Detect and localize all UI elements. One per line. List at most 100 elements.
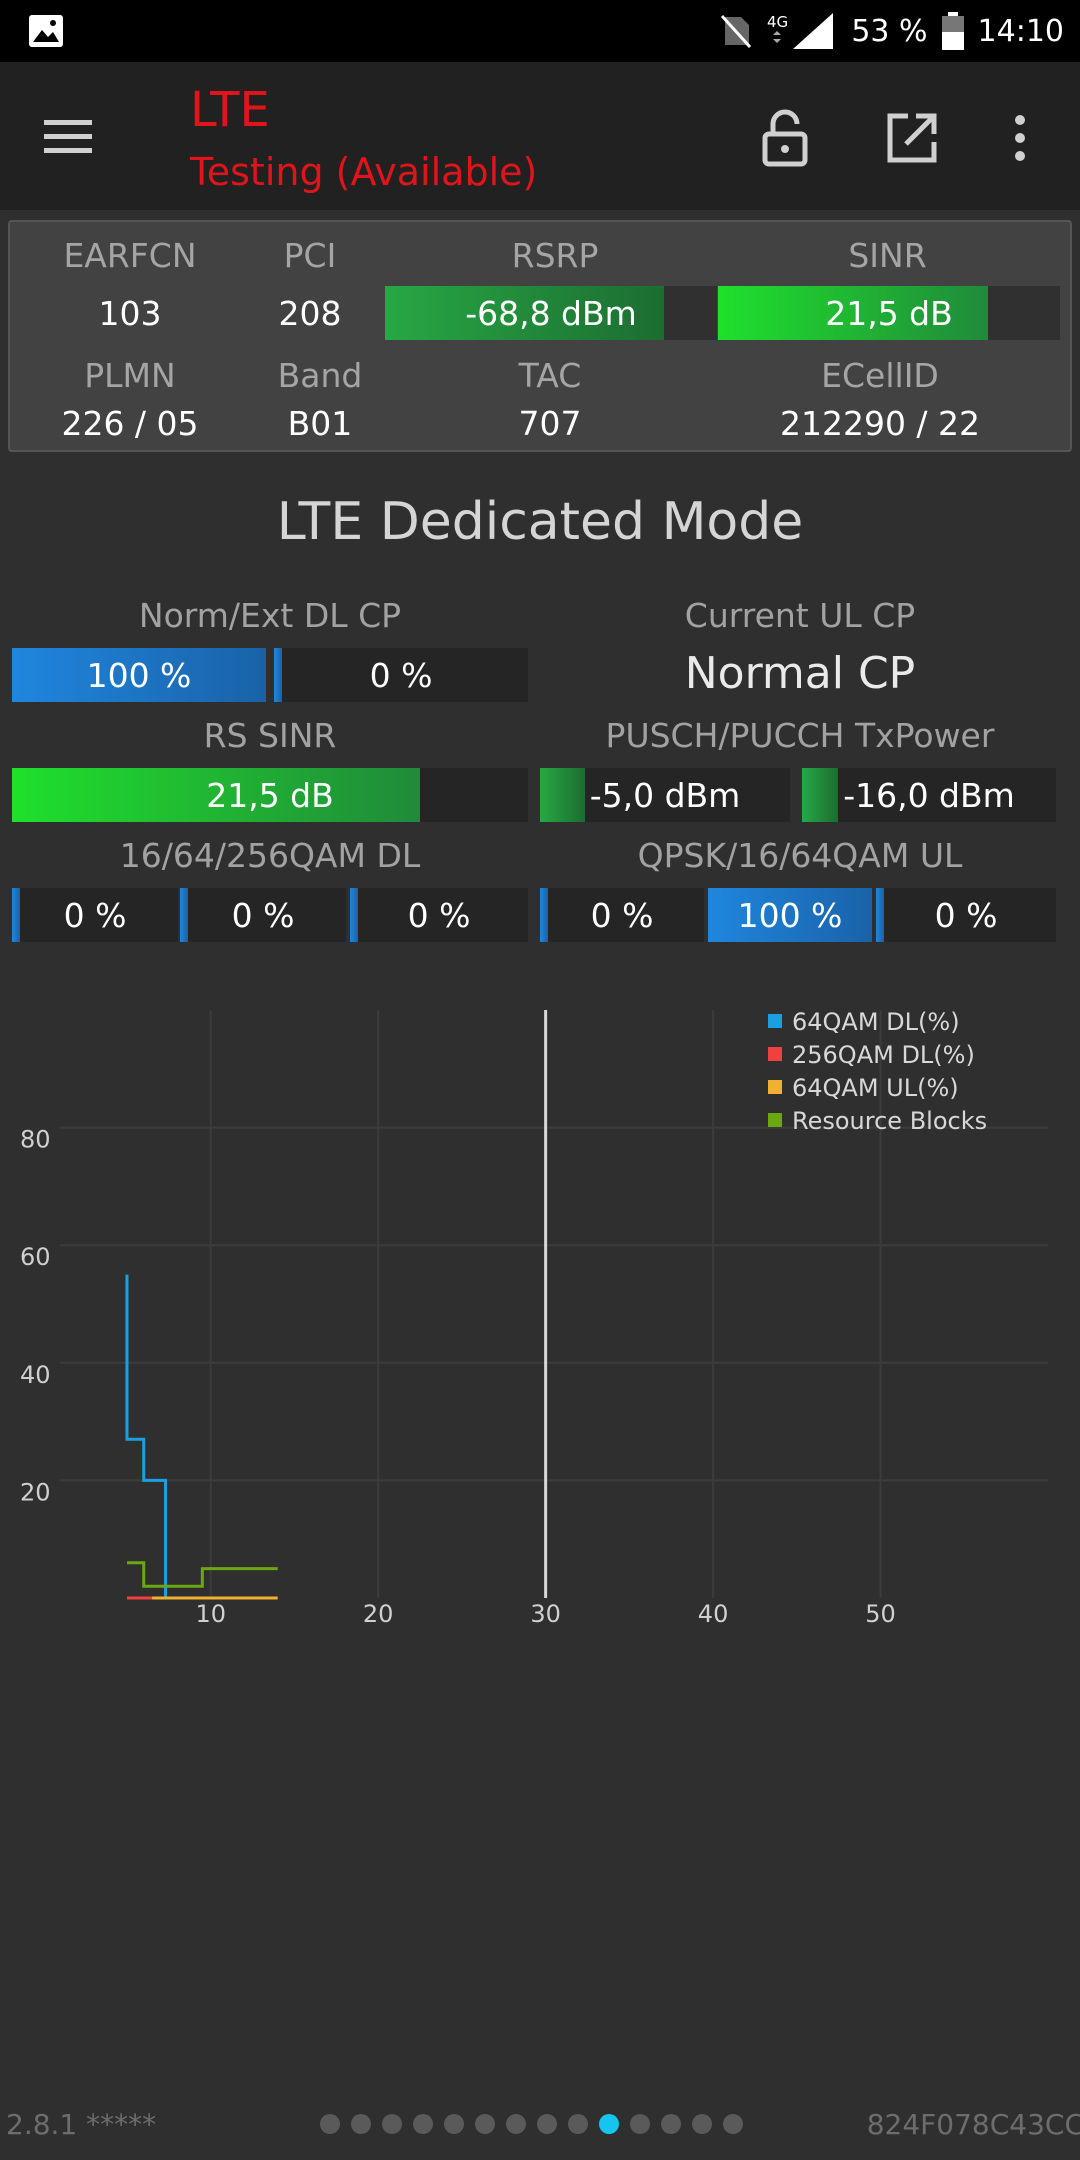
page-dot[interactable] (630, 2114, 650, 2134)
section-title: LTE Dedicated Mode (276, 492, 804, 552)
ecellid-label: ECellID (821, 356, 939, 395)
clock: 14:10 (977, 13, 1064, 49)
more-options-icon[interactable] (1000, 108, 1040, 168)
qam256-dl-value: 0 % (407, 895, 471, 935)
app-toolbar: LTE Testing (Available) (0, 62, 1080, 210)
qam16-dl-value: 0 % (63, 895, 127, 935)
page-dot[interactable] (351, 2114, 371, 2134)
page-dot[interactable] (599, 2114, 619, 2134)
cell-info-panel: EARFCN 103 PCI 208 RSRP -68,8 dBm SINR 2… (8, 220, 1072, 452)
rs-sinr-fill (12, 768, 420, 822)
page-dot[interactable] (568, 2114, 588, 2134)
x-tick-label: 40 (698, 1600, 729, 1628)
qam16-ul-value: 100 % (737, 895, 843, 935)
sinr-label: SINR (848, 236, 927, 275)
no-sim-icon (721, 14, 752, 49)
norm-ext-label: Norm/Ext DL CP (138, 596, 402, 635)
legend-label: 256QAM DL(%) (792, 1041, 975, 1069)
legend-swatch (768, 1113, 782, 1127)
qpsk-ul-fill (540, 888, 548, 942)
page-dot[interactable] (506, 2114, 526, 2134)
band-label: Band (277, 356, 363, 395)
x-tick-label: 30 (530, 1600, 561, 1628)
page-subtitle: Testing (Available) (190, 150, 538, 194)
x-tick-label: 10 (195, 1600, 226, 1628)
qpsk-ul-value: 0 % (590, 895, 654, 935)
extended-cp-bar: 0 % (274, 648, 528, 702)
page-dot[interactable] (382, 2114, 402, 2134)
tac-value: 707 (518, 404, 582, 443)
y-tick-label: 20 (20, 1478, 51, 1506)
sinr-bar: 21,5 dB (718, 286, 1060, 340)
y-tick-label: 40 (20, 1361, 51, 1389)
qam64-ul-fill (876, 888, 884, 942)
legend-label: Resource Blocks (792, 1107, 987, 1135)
open-external-icon[interactable] (882, 108, 942, 168)
page-indicator[interactable] (320, 2114, 743, 2134)
page-dot[interactable] (320, 2114, 340, 2134)
qam64-ul-value: 0 % (934, 895, 998, 935)
menu-icon[interactable] (40, 112, 96, 162)
tac-label: TAC (518, 356, 582, 395)
qam16-dl-bar: 0 % (12, 888, 178, 942)
page-dot[interactable] (475, 2114, 495, 2134)
current-ul-cp-label: Current UL CP (684, 596, 916, 635)
qam256-dl-bar: 0 % (350, 888, 528, 942)
network-type: 4G (767, 13, 788, 31)
pci-label: PCI (283, 236, 337, 275)
plmn-label: PLMN (84, 356, 176, 395)
device-id: 824F078C43CC (866, 2108, 1080, 2141)
history-chart[interactable]: 10 20 30 40 50 20 40 60 80 64QAM DL(%) 256QAM DL(%… (0, 990, 1080, 1630)
status-bar: 4G 53 % 14:10 (0, 0, 1080, 62)
qam-ul-label: QPSK/16/64QAM UL (637, 836, 963, 875)
pucch-power-fill (802, 768, 838, 822)
battery-percent: 53 % (851, 13, 928, 49)
pusch-power-value: -5,0 dBm (589, 775, 741, 815)
normal-cp-fill (12, 648, 266, 702)
sinr-value: 21,5 dB (825, 293, 953, 333)
extended-cp-value: 0 % (369, 655, 433, 695)
legend-swatch (768, 1047, 782, 1061)
qam16-dl-fill (12, 888, 20, 942)
rs-sinr-bar: 21,5 dB (12, 768, 528, 822)
normal-cp-bar: 100 % (12, 648, 266, 702)
page-dot[interactable] (692, 2114, 712, 2134)
page-dot[interactable] (537, 2114, 557, 2134)
page-dot[interactable] (723, 2114, 743, 2134)
qam-dl-label: 16/64/256QAM DL (119, 836, 421, 875)
pucch-power-value: -16,0 dBm (843, 775, 1015, 815)
qam16-ul-bar: 100 % (708, 888, 872, 942)
page-dot[interactable] (661, 2114, 681, 2134)
x-tick-label: 50 (865, 1600, 896, 1628)
page-dot[interactable] (413, 2114, 433, 2134)
rsrp-label: RSRP (511, 236, 599, 275)
pusch-power-fill (540, 768, 585, 822)
series-line (125, 1274, 167, 1598)
lock-open-icon[interactable] (755, 108, 815, 168)
current-ul-cp-value: Normal CP (684, 648, 916, 699)
band-value: B01 (287, 404, 353, 443)
normal-cp-value: 100 % (86, 655, 192, 695)
legend-label: 64QAM UL(%) (792, 1074, 959, 1102)
tx-power-label: PUSCH/PUCCH TxPower (605, 716, 995, 755)
pusch-power-bar: -5,0 dBm (540, 768, 790, 822)
earfcn-value: 103 (98, 294, 162, 333)
rs-sinr-value: 21,5 dB (206, 775, 334, 815)
qam64-dl-bar: 0 % (180, 888, 346, 942)
rsrp-bar: -68,8 dBm (385, 286, 717, 340)
legend-swatch (768, 1080, 782, 1094)
earfcn-label: EARFCN (63, 236, 197, 275)
x-tick-label: 20 (363, 1600, 394, 1628)
page-dot[interactable] (444, 2114, 464, 2134)
image-notification-icon (29, 15, 63, 47)
sinr-bar-fill (718, 286, 989, 340)
y-tick-label: 80 (20, 1126, 51, 1154)
qam64-dl-fill (180, 888, 188, 942)
qam64-ul-bar: 0 % (876, 888, 1056, 942)
qpsk-ul-bar: 0 % (540, 888, 704, 942)
qam256-dl-fill (350, 888, 358, 942)
extended-cp-fill (274, 648, 282, 702)
series-line (126, 1561, 278, 1588)
ecellid-value: 212290 / 22 (779, 404, 981, 443)
legend-label: 64QAM DL(%) (792, 1008, 960, 1036)
